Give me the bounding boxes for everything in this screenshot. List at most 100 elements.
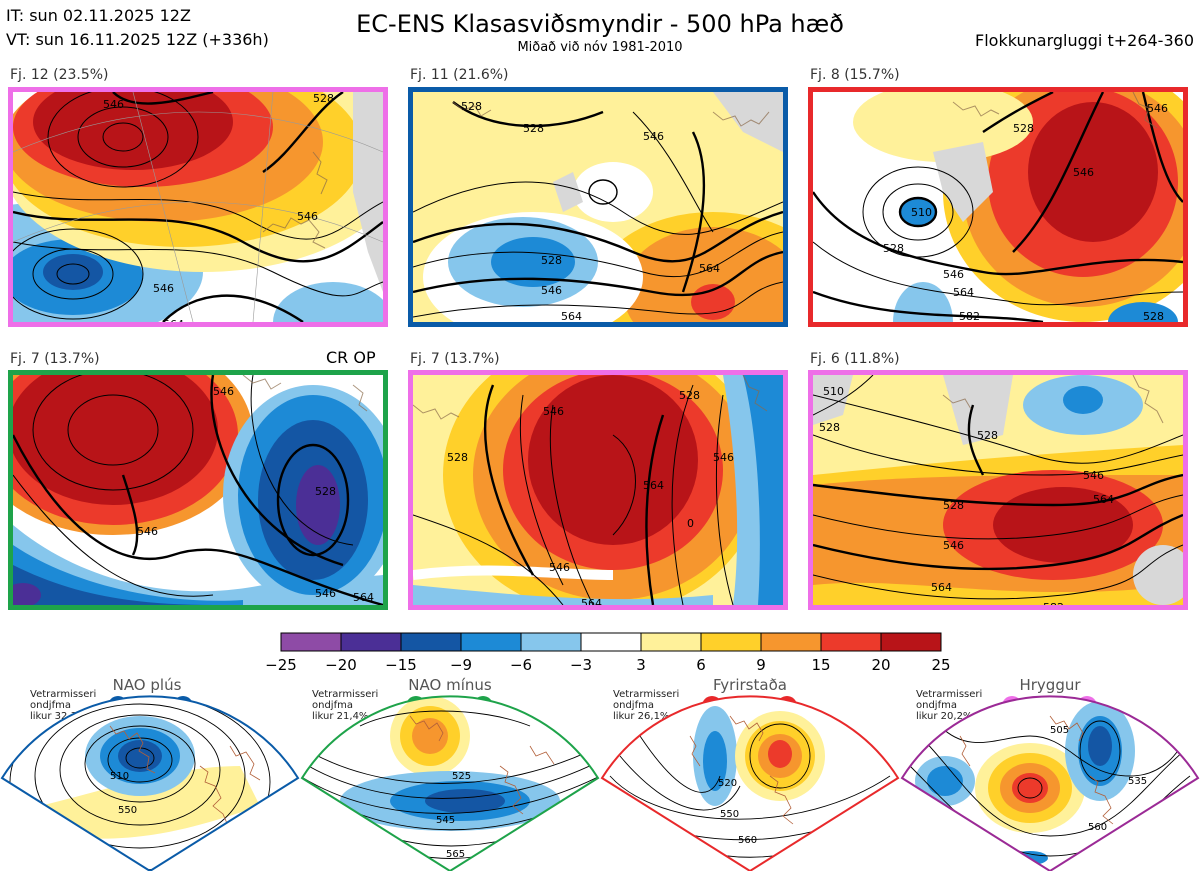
init-time: IT: sun 02.11.2025 12Z: [6, 6, 191, 25]
contour-label: 525: [452, 771, 471, 782]
colorbar-tick-label: 15: [811, 656, 831, 674]
colorbar-tick-label: 25: [931, 656, 951, 674]
contour-label: 546: [549, 561, 570, 574]
clustering-window: Flokkunargluggi t+264-360: [975, 31, 1194, 50]
regime-map-nao-plus: 510 550: [0, 695, 300, 871]
contour-label: 564: [953, 286, 974, 299]
cluster-map-3: 528 510 528 546 564 582 546 546 528: [808, 87, 1188, 327]
contour-label: 546: [643, 130, 664, 143]
colorbar-segment: [460, 632, 522, 652]
contour-label: 560: [738, 835, 757, 846]
contour-label: 564: [561, 310, 582, 322]
contour-label: 528: [943, 499, 964, 512]
header-dates: IT: sun 02.11.2025 12Z VT: sun 16.11.202…: [6, 4, 269, 52]
colorbar-segment: [820, 632, 882, 652]
contour-label: 564: [931, 581, 952, 594]
contour-label: 546: [153, 282, 174, 295]
contour-label: 520: [718, 778, 737, 789]
cluster-map-4: 546 528 546 546 564: [8, 370, 388, 610]
colorbar-tick-label: −9: [449, 656, 473, 674]
cluster-label-6: Fj. 6 (11.8%): [810, 351, 900, 367]
contour-label: 546: [543, 405, 564, 418]
regime-note-2: Vetrarmisseri ondjfma likur 21,4%: [312, 689, 379, 722]
contour-label: 510: [911, 206, 932, 219]
contour-label: 564: [699, 262, 720, 275]
contour-label: 560: [1088, 822, 1107, 833]
contour-label: 528: [1143, 310, 1164, 322]
contour-label: 528: [523, 122, 544, 135]
regime-map-ridge: 505 535 560: [900, 695, 1200, 871]
contour-label: 0: [687, 517, 694, 530]
contour-label: 505: [1050, 725, 1069, 736]
cluster-map-1: 546 528 546 546 564: [8, 87, 388, 327]
regime-title-nao-minus: NAO mínus: [408, 676, 492, 694]
cluster-label-5: Fj. 7 (13.7%): [410, 351, 500, 367]
contour-label: 528: [447, 451, 468, 464]
contour-label: 528: [1013, 122, 1034, 135]
contour-label: 535: [1128, 776, 1147, 787]
regime-title-ridge: Hryggur: [1019, 676, 1081, 694]
colorbar-tick-label: −15: [385, 656, 417, 674]
contour-label: 546: [1147, 102, 1168, 115]
contour-label: 545: [436, 815, 455, 826]
page-subtitle: Miðað við nóv 1981-2010: [517, 40, 683, 55]
contour-label: 546: [1073, 166, 1094, 179]
colorbar-segment: [280, 632, 342, 652]
cluster-map-5: 528 546 528 546 564 546 0 564: [408, 370, 788, 610]
contour-label: 546: [297, 210, 318, 223]
colorbar-segment: [760, 632, 822, 652]
regime-title-blocking: Fyrirstaða: [713, 676, 787, 694]
contour-label: 550: [720, 809, 739, 820]
colorbar-tick-label: −25: [265, 656, 297, 674]
regime-title-nao-plus: NAO plús: [112, 676, 182, 694]
contour-label: 564: [163, 318, 184, 322]
cluster-label-3: Fj. 8 (15.7%): [810, 67, 900, 83]
contour-label: 564: [1093, 493, 1114, 506]
contour-label: 528: [883, 242, 904, 255]
colorbar-tick-label: 3: [636, 656, 646, 674]
contour-label: 528: [679, 389, 700, 402]
contour-label: 546: [943, 268, 964, 281]
cluster-map-2: 528 528 546 528 546 564 564: [408, 87, 788, 327]
contour-label: 564: [643, 479, 664, 492]
cluster-label-1: Fj. 12 (23.5%): [10, 67, 109, 83]
contour-label: 546: [315, 587, 336, 600]
contour-label: 528: [313, 92, 334, 105]
contour-label: 546: [1083, 469, 1104, 482]
contour-label: 564: [581, 597, 602, 605]
colorbar-segment: [580, 632, 642, 652]
regime-map-nao-minus: 525 545 565: [300, 695, 600, 871]
colorbar-segment: [640, 632, 702, 652]
cluster-op-label: CR OP: [326, 348, 376, 367]
colorbar-tick-label: −3: [569, 656, 593, 674]
contour-label: 528: [819, 421, 840, 434]
contour-label: 546: [713, 451, 734, 464]
contour-label: 528: [461, 100, 482, 113]
cluster-label-2: Fj. 11 (21.6%): [410, 67, 509, 83]
regime-note-4: Vetrarmisseri ondjfma likur 20,2%: [916, 689, 983, 722]
contour-label: 546: [213, 385, 234, 398]
page-title: EC-ENS Klasasviðsmyndir - 500 hPa hæð: [356, 10, 844, 38]
regime-map-blocking: 520 550 560: [600, 695, 900, 871]
contour-label: 510: [823, 385, 844, 398]
contour-label: 528: [977, 429, 998, 442]
colorbar-tick-label: 9: [756, 656, 766, 674]
contour-label: 546: [103, 98, 124, 111]
contour-label: 510: [110, 771, 129, 782]
colorbar-segment: [340, 632, 402, 652]
contour-label: 564: [353, 591, 374, 604]
contour-label: 528: [541, 254, 562, 267]
regime-note-3: Vetrarmisseri ondjfma likur 26,1%: [613, 689, 680, 722]
contour-label: 546: [541, 284, 562, 297]
colorbar-segment: [400, 632, 462, 652]
colorbar-tick-label: −6: [509, 656, 533, 674]
regime-note-1: Vetrarmisseri ondjfma likur 32,3%: [30, 689, 97, 722]
colorbar-tick-label: 6: [696, 656, 706, 674]
colorbar-tick-label: 20: [871, 656, 891, 674]
contour-label: 528: [315, 485, 336, 498]
contour-label: 546: [943, 539, 964, 552]
colorbar-segment: [880, 632, 942, 652]
colorbar-tick-label: −20: [325, 656, 357, 674]
contour-label: 565: [446, 849, 465, 860]
colorbar: [280, 632, 942, 652]
